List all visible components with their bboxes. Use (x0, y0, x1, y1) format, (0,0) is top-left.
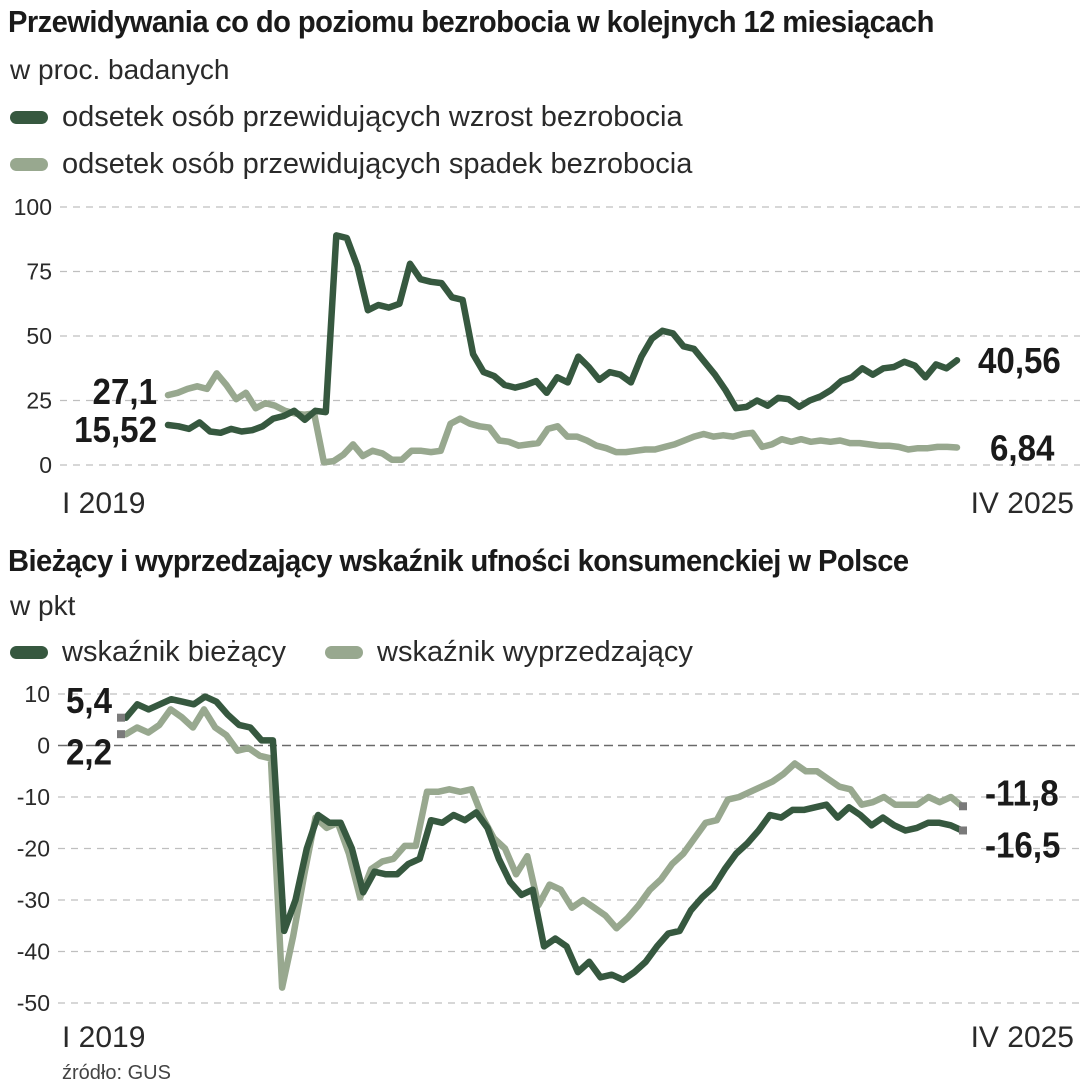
series-start-label: 5,4 (66, 682, 113, 722)
y-tick-label: 50 (26, 323, 52, 349)
chart2-legend-item-current: wskaźnik bieżący (10, 636, 286, 669)
chart1-legend-item-increase: odsetek osób przewidujących wzrost bezro… (10, 101, 683, 134)
y-tick-label: -20 (17, 836, 50, 862)
series-end-label: 6,84 (990, 429, 1055, 469)
series-line-dark (122, 693, 966, 984)
legend-swatch-light (325, 646, 363, 659)
chart1-title: Przewidywania co do poziomu bezrobocia w… (8, 4, 934, 39)
y-tick-label: -30 (17, 887, 50, 913)
y-tick-label: 10 (24, 681, 50, 707)
series-end-label: -16,5 (985, 826, 1060, 866)
y-tick-label: 25 (26, 388, 52, 414)
legend-swatch-dark (10, 111, 48, 124)
series-start-label: 15,52 (74, 411, 157, 451)
x-end-label: IV 2025 (971, 1021, 1074, 1054)
y-tick-label: 0 (37, 733, 50, 759)
y-tick-label: -50 (17, 990, 50, 1016)
chart2-legend-item-leading: wskaźnik wyprzedzający (325, 636, 693, 669)
y-tick-label: -10 (17, 784, 50, 810)
y-tick-label: 0 (39, 452, 52, 478)
chart1-subtitle: w proc. badanych (10, 54, 230, 85)
legend-label: wskaźnik wyprzedzający (377, 636, 693, 668)
start-marker (117, 713, 125, 722)
chart2-title: Bieżący i wyprzedzający wskaźnik ufności… (8, 543, 909, 578)
series-start-label: 27,1 (93, 373, 157, 413)
legend-swatch-light (10, 158, 48, 171)
x-start-label: I 2019 (62, 1021, 145, 1054)
chart1-plot: 0 25 50 75 100 I 2019 IV 2025 15,52 40,56 27,1 6,8… (14, 194, 1080, 520)
legend-label: odsetek osób przewidujących spadek bezro… (62, 148, 693, 180)
end-marker (959, 802, 967, 811)
series-line-light (122, 706, 966, 991)
x-end-label: IV 2025 (971, 487, 1074, 520)
series-end-label: -11,8 (985, 774, 1059, 814)
series-line-dark (164, 232, 961, 437)
series-start-label: 2,2 (66, 733, 112, 773)
legend-label: odsetek osób przewidujących wzrost bezro… (62, 101, 683, 133)
legend-label: wskaźnik bieżący (62, 636, 287, 668)
x-start-label: I 2019 (62, 487, 145, 520)
y-tick-label: 75 (26, 259, 52, 285)
chart2-plot: -50 -40 -30 -20 -10 0 10 I 2019 IV 2025 5,4 -16,5 2… (17, 681, 1080, 1054)
y-tick-label: 100 (14, 194, 52, 220)
series-end-label: 40,56 (978, 342, 1061, 382)
chart2-subtitle: w pkt (10, 590, 76, 621)
source-note: źródło: GUS (62, 1062, 171, 1084)
chart1-legend-item-decrease: odsetek osób przewidujących spadek bezro… (10, 148, 692, 181)
legend-swatch-dark (10, 646, 48, 659)
start-marker (117, 730, 125, 739)
end-marker (959, 826, 967, 835)
y-tick-label: -40 (17, 939, 50, 965)
